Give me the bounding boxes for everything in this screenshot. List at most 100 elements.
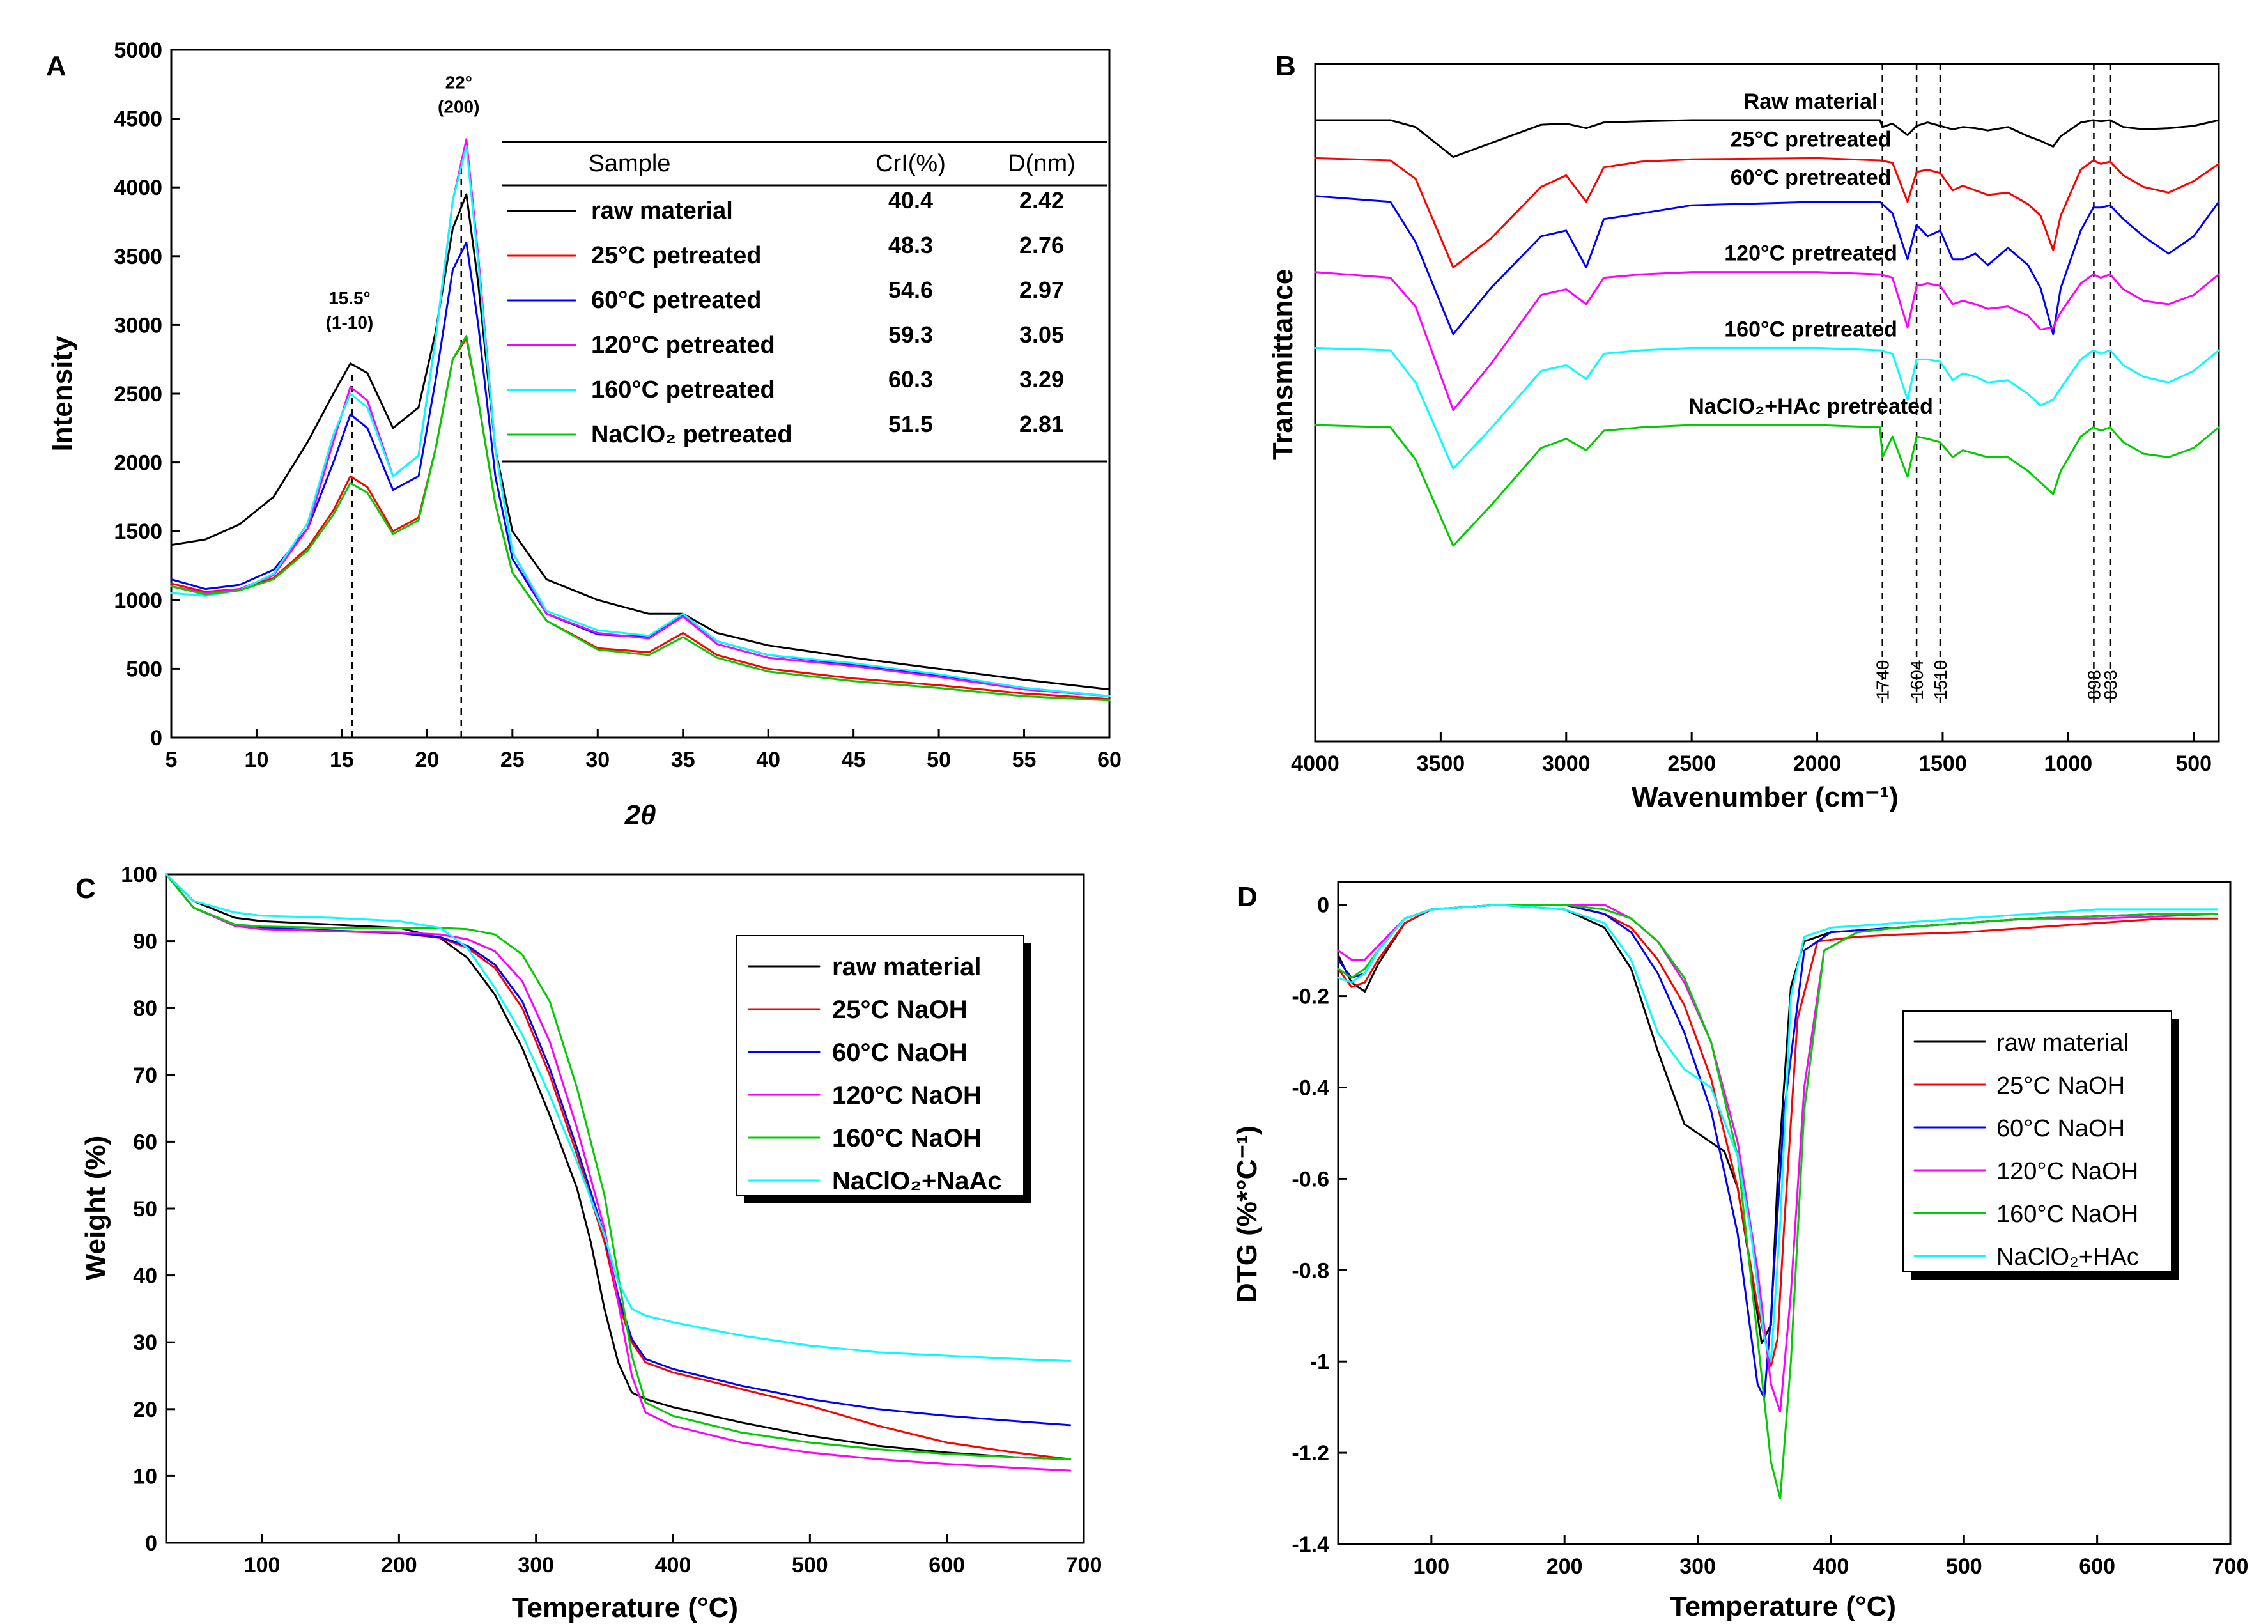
panel-a-reference-lines: 15.5° (1-10) 22° (200): [326, 72, 479, 738]
panel-a-legend-sample-label: raw material: [591, 197, 733, 224]
panel-a-table-header-sample: Sample: [589, 150, 671, 177]
panel-a-table-bg: [502, 141, 1107, 460]
panel-b-series: Raw material 25°C pretreated 60°C pretreat…: [1314, 89, 2220, 547]
panel-b-series-label: 120°C pretreated: [1724, 242, 1897, 266]
panel-c-series-line: [165, 873, 1072, 1472]
panel-d-xtick-label: 100: [1413, 1554, 1449, 1579]
panel-b-series-label: NaClO₂+HAc pretreated: [1688, 394, 1933, 419]
panel-a-series-line: [170, 335, 1111, 702]
panel-b-series-label: 25°C pretreated: [1731, 127, 1892, 151]
panel-c-ytick-label: 20: [133, 1398, 157, 1422]
panel-a-xtick-label: 10: [245, 748, 269, 772]
panel-d-series-line: [1337, 904, 2218, 1363]
panel-a-ytick-label: 2500: [114, 382, 162, 406]
panel-a-ytick-label: 2000: [114, 451, 162, 476]
panel-a-xtick-label: 60: [1097, 748, 1122, 772]
panel-c-series-line: [165, 873, 1072, 1460]
panel-a-table-d-value: 2.81: [1019, 411, 1064, 437]
panel-d-xlabel: Temperature (°C): [1670, 1591, 1896, 1622]
panel-a-xtick-label: 15: [330, 748, 354, 772]
panel-c-ytick-label: 40: [133, 1264, 157, 1288]
panel-c-series-line: [165, 873, 1072, 1362]
panel-b-ftir-chart: B 4000 3500 3000 2500 2000 1500 1000 500 1740 16…: [1267, 50, 2220, 813]
panel-c-ytick-label: 80: [133, 996, 157, 1021]
panel-a-ytick-label: 500: [126, 657, 162, 681]
panel-a-table-cri-value: 48.3: [888, 232, 933, 258]
panel-a-legend-sample-label: 25°C petreated: [591, 242, 762, 269]
panel-b-reference-label: 1604: [1907, 660, 1927, 700]
panel-a-ytick-label: 3500: [114, 245, 162, 269]
panel-b-series-line: [1314, 346, 2220, 470]
panel-d-legend-label: 120°C NaOH: [1996, 1158, 2138, 1185]
panel-a-reference-label-top: 15.5°: [328, 288, 371, 308]
panel-c-ytick-label: 60: [133, 1130, 157, 1154]
panel-a-legend-sample-label: 160°C petreated: [591, 376, 775, 403]
panel-d-xtick-label: 200: [1547, 1554, 1583, 1579]
panel-d-legend-label: raw material: [1996, 1030, 2129, 1056]
panel-d-xtick-label: 400: [1813, 1554, 1849, 1579]
panel-b-reference-label: 1740: [1873, 660, 1893, 700]
panel-a-table-d-value: 2.97: [1019, 277, 1064, 303]
panel-b-series-line: [1314, 271, 2220, 412]
panel-a-xtick-label: 30: [585, 748, 610, 772]
panel-b-series-line: [1314, 157, 2220, 268]
panel-b-xtick-label: 2500: [1667, 752, 1716, 776]
panel-a-ytick-label: 0: [150, 726, 162, 750]
panel-d-legend-label: 60°C NaOH: [1996, 1115, 2125, 1142]
panel-c-legend-box: [736, 935, 1024, 1196]
panel-c-ytick-label: 0: [145, 1531, 157, 1556]
panel-a-xtick-label: 25: [500, 748, 525, 772]
panel-c-xtick-label: 400: [655, 1553, 691, 1577]
panel-c-ytick-label: 50: [133, 1197, 157, 1221]
panel-a-table-header-d: D(nm): [1008, 150, 1076, 177]
panel-d-ytick-label: -1.2: [1292, 1441, 1329, 1465]
panel-d-ytick-label: -1.4: [1292, 1533, 1329, 1557]
panel-a-legend-sample-label: 120°C petreated: [591, 332, 775, 359]
panel-c-ytick-label: 30: [133, 1331, 157, 1355]
panel-a-ytick-label: 1500: [114, 520, 162, 544]
panel-b-series-line: [1314, 195, 2220, 336]
panel-d-letter: D: [1237, 881, 1258, 913]
panel-b-reference-label: 1510: [1931, 660, 1950, 700]
panel-a-xrd-chart: A 5 10 15 20 25 30 35 40 45 50 55 60 0 500 1000 1500 200…: [46, 38, 1122, 831]
panel-d-ytick-label: 0: [1317, 893, 1329, 918]
panel-b-reference-label: 833: [2101, 670, 2120, 700]
panel-a-xtick-label: 20: [415, 748, 439, 772]
panel-a-ytick-label: 4000: [114, 176, 162, 200]
panel-c-series-line: [165, 873, 1072, 1460]
panel-b-xtick-label: 500: [2175, 752, 2212, 776]
panel-c-xtick-label: 500: [792, 1553, 828, 1577]
panel-a-reference-label-top: 22°: [445, 72, 472, 92]
panel-a-series-line: [170, 193, 1111, 691]
panel-d-xtick-label: 500: [1946, 1554, 1982, 1579]
panel-a-table-d-value: 3.05: [1019, 321, 1064, 348]
panel-b-plot-frame: [1314, 63, 2220, 743]
panel-c-ylabel: Weight (%): [80, 1136, 111, 1281]
panel-b-xtick-label: 1000: [2044, 752, 2093, 776]
panel-c-ytick-label: 70: [133, 1063, 157, 1088]
panel-a-table-cri-value: 40.4: [888, 187, 933, 213]
panel-a-xtick-label: 35: [671, 748, 695, 772]
panel-a-reference-label-bottom: (1-10): [326, 313, 374, 332]
panel-a-table-cri-value: 51.5: [888, 411, 933, 437]
panel-c-xtick-label: 300: [518, 1553, 554, 1577]
panel-c-series: [165, 873, 1072, 1472]
panel-a-table-d-value: 2.42: [1019, 187, 1064, 213]
panel-b-xtick-label: 4000: [1291, 752, 1339, 776]
panel-a-xtick-label: 5: [166, 748, 178, 772]
panel-a-table-cri-value: 59.3: [888, 321, 933, 348]
panel-a-series: [170, 138, 1111, 702]
panel-a-reference-label-bottom: (200): [438, 97, 479, 116]
panel-b-ylabel: Transmittance: [1267, 269, 1299, 460]
panel-c-xtick-label: 200: [381, 1553, 417, 1577]
panel-c-xtick-label: 700: [1066, 1553, 1102, 1577]
panel-a-ytick-label: 3000: [114, 313, 162, 337]
panel-d-ytick-label: -0.4: [1292, 1076, 1329, 1101]
panel-b-ticks: 4000 3500 3000 2500 2000 1500 1000 500: [1291, 732, 2212, 776]
panel-d-series: [1337, 904, 2218, 1500]
panel-a-xtick-label: 45: [842, 748, 866, 772]
panel-d-legend-label: 160°C NaOH: [1996, 1201, 2138, 1228]
panel-a-table-rows: raw material 40.4 2.42 25°C petreated 48.3 2.…: [507, 187, 1064, 448]
panel-a-table-d-value: 3.29: [1019, 366, 1064, 392]
